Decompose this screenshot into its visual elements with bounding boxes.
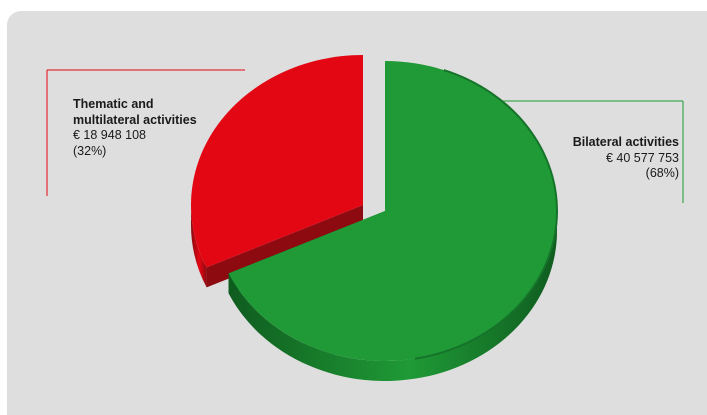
chart-panel: Thematic and multilateral activities € 1… — [7, 11, 707, 415]
slice-value-thematic: € 18 948 108 — [73, 128, 146, 142]
slice-top-thematic — [191, 55, 363, 268]
slice-percent-bilateral: (68%) — [645, 166, 679, 180]
slice-top-bilateral — [228, 61, 557, 361]
slice-side-thematic — [191, 205, 207, 288]
pie-chart-svg — [46, 55, 684, 382]
slice-rim-bilateral — [414, 69, 558, 360]
slice-name-bilateral: Bilateral activities — [572, 135, 679, 149]
slice-label-bilateral: Bilateral activities € 40 577 753 (68%) — [515, 135, 679, 182]
slice-name-thematic-line-1: Thematic and — [73, 97, 154, 111]
slice-name-thematic-line-2: multilateral activities — [73, 112, 197, 127]
slice-label-thematic: Thematic and multilateral activities € 1… — [73, 97, 243, 159]
slice-value-bilateral: € 40 577 753 — [606, 150, 679, 165]
slice-percent-thematic: (32%) — [73, 143, 107, 158]
